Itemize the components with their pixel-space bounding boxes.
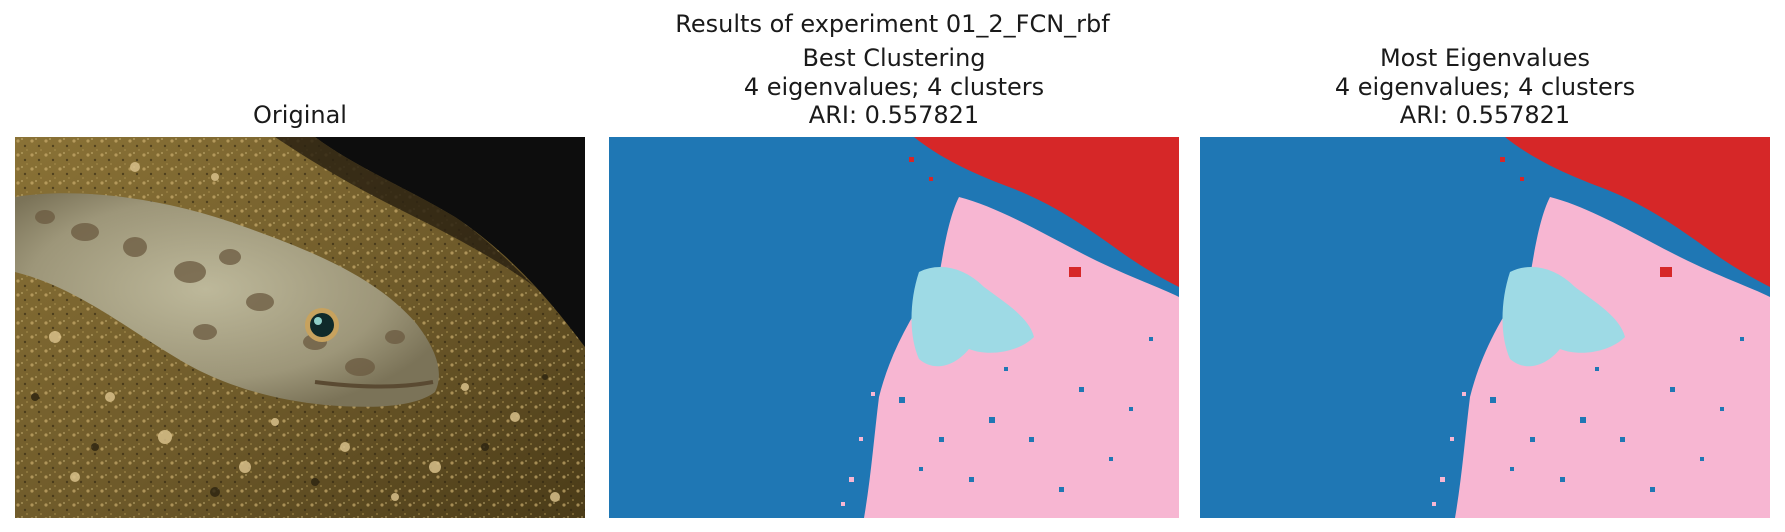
figure-suptitle: Results of experiment 01_2_FCN_rbf <box>675 10 1110 38</box>
panel-title-line-2: 4 eigenvalues; 4 clusters <box>1334 73 1636 101</box>
most-eigenvalues-image <box>1200 137 1770 518</box>
best-clustering-image <box>609 137 1179 518</box>
original-image <box>15 137 585 518</box>
panel-title-original: Original <box>253 101 347 129</box>
panel-title-line-2: 4 eigenvalues; 4 clusters <box>743 73 1045 101</box>
panel-title-line-3: ARI: 0.557821 <box>1399 101 1571 129</box>
panel-best-clustering: Best Clustering 4 eigenvalues; 4 cluster… <box>609 0 1179 532</box>
panel-original: Original <box>15 0 585 532</box>
panel-most-eigenvalues: Most Eigenvalues 4 eigenvalues; 4 cluste… <box>1200 0 1770 532</box>
panel-title-line-3: ARI: 0.557821 <box>808 101 980 129</box>
panel-title-line-1: Best Clustering <box>802 44 986 72</box>
panel-title-line-1: Most Eigenvalues <box>1379 44 1591 72</box>
